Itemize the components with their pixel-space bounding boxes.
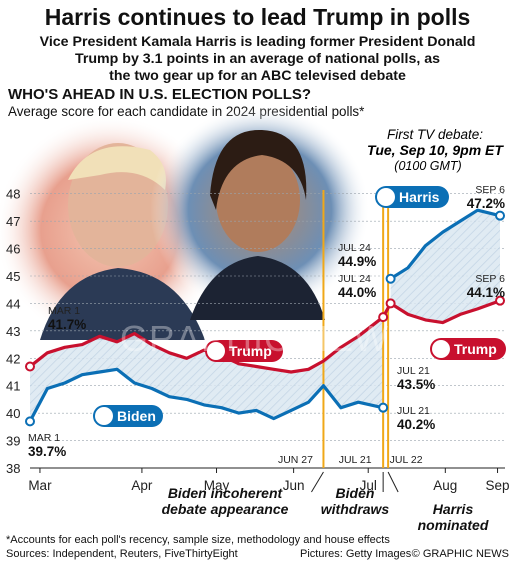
x-tick-label: Jul	[360, 478, 377, 493]
harris-tag-name: Harris	[399, 189, 440, 205]
subtitle: Vice President Kamala Harris is leading …	[0, 34, 515, 85]
caption-withdraws-line-2: withdraws	[320, 501, 390, 517]
page-title: Harris continues to lead Trump in polls	[44, 4, 471, 30]
biden-end-label-date: JUL 21	[397, 405, 430, 417]
trump-end-label-date: SEP 6	[475, 273, 505, 285]
copyright: © GRAPHIC NEWS	[411, 548, 509, 560]
event-date-label: JUL 22	[390, 454, 423, 466]
event-pointer	[387, 471, 399, 493]
y-tick-label: 40	[6, 406, 20, 421]
debate-note-line-2: Tue, Sep 10, 9pm ET	[367, 142, 504, 158]
harris-start-label-value: 44.9%	[338, 254, 376, 269]
caption-debate-line-2: debate appearance	[161, 501, 289, 517]
event-pointer	[311, 471, 324, 493]
harris-tag-avatar	[377, 188, 395, 206]
y-tick-label: 41	[6, 379, 20, 394]
data-point	[378, 312, 389, 323]
trump-tag-2-avatar	[432, 340, 450, 358]
x-tick-label: May	[204, 478, 230, 493]
x-tick-label: Sep	[486, 478, 510, 493]
trump-tag-avatar	[207, 342, 225, 360]
harris-portrait	[150, 105, 370, 320]
biden-end-label-value: 40.2%	[397, 417, 435, 432]
harris-start-label-date: JUL 24	[338, 242, 371, 254]
y-tick-label: 44	[6, 296, 20, 311]
event-date-label: JUL 21	[339, 454, 372, 466]
subtitle-line-2: Trump by 3.1 points in an average of nat…	[74, 51, 441, 67]
pictures-credit: Pictures: Getty Images	[300, 548, 412, 560]
trump-start-label-value: 41.7%	[48, 317, 86, 332]
harris-end-label-value: 47.2%	[467, 196, 505, 211]
sources: Sources: Independent, Reuters, FiveThirt…	[6, 548, 238, 560]
biden-start-label-date: MAR 1	[28, 432, 60, 444]
harris-end-label-date: SEP 6	[475, 184, 505, 196]
biden-start-label-value: 39.7%	[28, 444, 66, 459]
trump-jul24-label-value: 44.0%	[338, 285, 376, 300]
biden-tag-avatar	[95, 407, 113, 425]
trump-tag-pill	[205, 340, 283, 362]
caption-debate-line-1: Biden incoherent	[167, 485, 283, 501]
caption-nominated-line-2: nominated	[417, 517, 489, 533]
data-point	[385, 273, 396, 284]
y-tick-label: 39	[6, 434, 20, 449]
x-tick-label: Apr	[131, 478, 153, 493]
caption-nominated-line-1: Harris	[432, 501, 474, 517]
trump-jul21-label-value: 43.5%	[397, 377, 435, 392]
trump-tag-2-name: Trump	[454, 341, 497, 357]
x-tick-label: Aug	[433, 478, 457, 493]
x-tick-label: Jun	[283, 478, 305, 493]
footnote: *Accounts for each poll's recency, sampl…	[6, 534, 390, 546]
trump-jul21-label-date: JUL 21	[397, 365, 430, 377]
section-title: WHO'S AHEAD IN U.S. ELECTION POLLS?	[8, 86, 312, 103]
y-tick-label: 38	[6, 461, 20, 476]
trump-end-label-value: 44.1%	[467, 285, 505, 300]
y-tick-label: 48	[6, 187, 20, 202]
y-tick-label: 42	[6, 351, 20, 366]
trump-jul24-label-date: JUL 24	[338, 273, 371, 285]
caption-nominated: Harris nominated	[408, 501, 498, 533]
data-point	[378, 402, 389, 413]
y-tick-label: 45	[6, 269, 20, 284]
subtitle-line-3: the two gear up for an ABC televised deb…	[109, 68, 406, 84]
data-point	[495, 295, 506, 306]
caption-debate: Biden incoherent debate appearance	[150, 485, 300, 517]
trump-tag-name: Trump	[229, 343, 272, 359]
data-point	[385, 298, 396, 309]
y-tick-label: 47	[6, 214, 20, 229]
y-tick-label: 43	[6, 324, 20, 339]
event-date-label: JUN 27	[278, 454, 313, 466]
gap-shading-harris	[390, 210, 500, 323]
trump-line	[29, 299, 501, 374]
biden-line	[28, 367, 384, 423]
data-point	[25, 416, 35, 427]
data-point	[495, 210, 506, 221]
caption-withdraws-line-1: Biden	[335, 485, 375, 501]
subtitle-line-1: Vice President Kamala Harris is leading …	[39, 34, 476, 50]
harris-line	[389, 208, 501, 281]
y-tick-label: 46	[6, 242, 20, 257]
data-point	[25, 361, 35, 372]
gap-shading-biden	[30, 317, 384, 422]
debate-note-line-3: (0100 GMT)	[394, 159, 461, 173]
x-tick-label: Mar	[28, 478, 52, 493]
trump-tag-2-pill	[430, 338, 506, 360]
trump-start-label-date: MAR 1	[48, 305, 80, 317]
biden-tag-name: Biden	[117, 408, 156, 424]
debate-note-line-1: First TV debate:	[387, 127, 483, 142]
plot-area: 38 39 40 41 42 43 44 45 46 47 48 Mar Apr May Jun Jul Aug…	[6, 127, 510, 493]
caption-withdraws: Biden withdraws	[315, 485, 395, 517]
harris-tag-pill	[375, 186, 449, 208]
